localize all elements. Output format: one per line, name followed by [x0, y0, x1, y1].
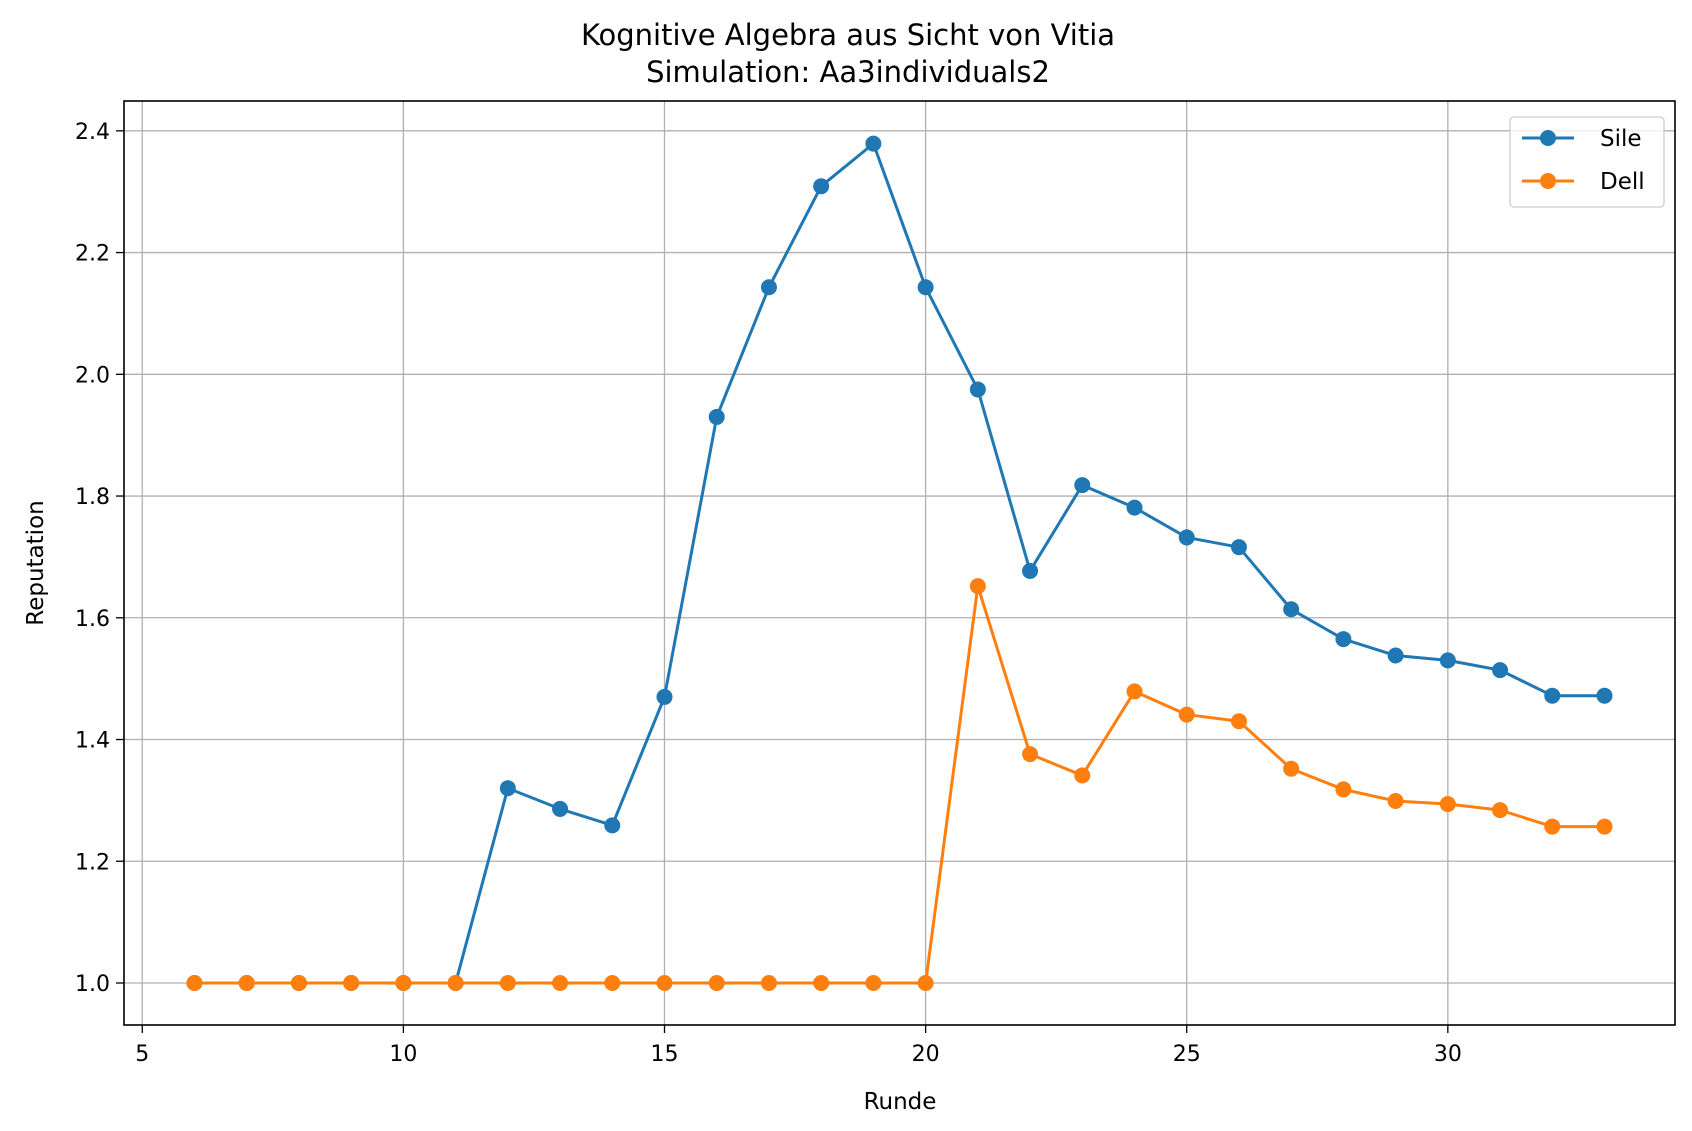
data-point: [1283, 601, 1300, 618]
y-tick-label: 2.4: [75, 120, 110, 145]
data-point: [865, 975, 882, 991]
data-point: [1335, 631, 1352, 648]
data-point: [708, 408, 725, 425]
data-point: [656, 688, 673, 705]
data-point: [447, 975, 464, 991]
legend-marker: [1540, 130, 1556, 146]
data-point: [1439, 652, 1456, 669]
data-point: [969, 578, 986, 595]
y-tick-label: 1.2: [75, 850, 110, 875]
data-point: [708, 975, 725, 991]
data-point: [917, 279, 934, 296]
data-point: [1544, 687, 1561, 704]
data-point: [604, 817, 621, 834]
series-line: [194, 584, 1605, 985]
data-point: [1230, 713, 1247, 730]
data-point: [1335, 781, 1352, 798]
series-dell: [186, 578, 1613, 991]
data-point: [1074, 767, 1091, 784]
x-axis-ticks: 5 10 15 20 25 30: [135, 1025, 1462, 1067]
data-point: [1596, 687, 1613, 704]
x-tick-label: 25: [1173, 1042, 1201, 1067]
data-point: [1596, 818, 1613, 835]
data-point: [1492, 802, 1509, 819]
data-point: [865, 135, 882, 152]
data-point: [1387, 647, 1404, 664]
data-point: [186, 975, 203, 991]
data-point: [499, 975, 516, 991]
data-point: [1022, 562, 1039, 579]
data-point: [604, 975, 621, 991]
plot-frame: [123, 100, 1676, 1026]
x-tick-label: 30: [1434, 1042, 1462, 1067]
data-point: [395, 975, 412, 991]
y-tick-label: 2.2: [75, 242, 110, 267]
chart-title: Kognitive Algebra aus Sicht von Vitia: [581, 18, 1115, 52]
data-point: [656, 975, 673, 991]
plot-lines: [186, 135, 1613, 991]
data-point: [1178, 706, 1195, 723]
legend: Sile Dell: [1509, 116, 1665, 208]
chart-subtitle: Simulation: Aa3individuals2: [646, 55, 1050, 89]
data-point: [1178, 529, 1195, 546]
data-point: [813, 178, 830, 195]
data-point: [917, 975, 934, 991]
x-axis-label: Runde: [864, 1089, 937, 1115]
data-point: [552, 975, 569, 991]
data-point: [1544, 818, 1561, 835]
x-tick-label: 10: [389, 1042, 417, 1067]
y-tick-label: 1.8: [75, 485, 110, 510]
x-tick-label: 20: [912, 1042, 940, 1067]
data-point: [290, 975, 307, 991]
x-tick-label: 5: [135, 1042, 149, 1067]
data-point: [238, 975, 255, 991]
x-tick-label: 15: [651, 1042, 679, 1067]
data-point: [1230, 539, 1247, 556]
data-point: [1126, 683, 1143, 700]
y-axis-ticks: 1.0 1.2 1.4 1.6 1.8 2.0 2.2 2.4: [75, 120, 124, 997]
y-tick-label: 2.0: [75, 363, 110, 388]
grid: [124, 101, 1675, 1025]
data-point: [1492, 662, 1509, 679]
data-point: [1074, 477, 1091, 494]
data-point: [813, 975, 830, 991]
data-point: [1283, 760, 1300, 777]
data-point: [1387, 793, 1404, 809]
y-tick-label: 1.0: [75, 972, 110, 997]
data-point: [1126, 499, 1143, 516]
data-point: [1439, 796, 1456, 813]
y-axis-label: Reputation: [23, 500, 49, 625]
data-point: [552, 800, 569, 817]
data-point: [499, 780, 516, 797]
legend-marker: [1540, 173, 1556, 189]
data-point: [969, 381, 986, 398]
data-point: [343, 975, 360, 991]
data-point: [760, 975, 777, 991]
y-tick-label: 1.4: [75, 729, 110, 754]
legend-label: Sile: [1600, 126, 1642, 152]
y-tick-label: 1.6: [75, 607, 110, 632]
data-point: [1022, 746, 1039, 763]
legend-label: Dell: [1600, 169, 1645, 195]
data-point: [760, 279, 777, 296]
